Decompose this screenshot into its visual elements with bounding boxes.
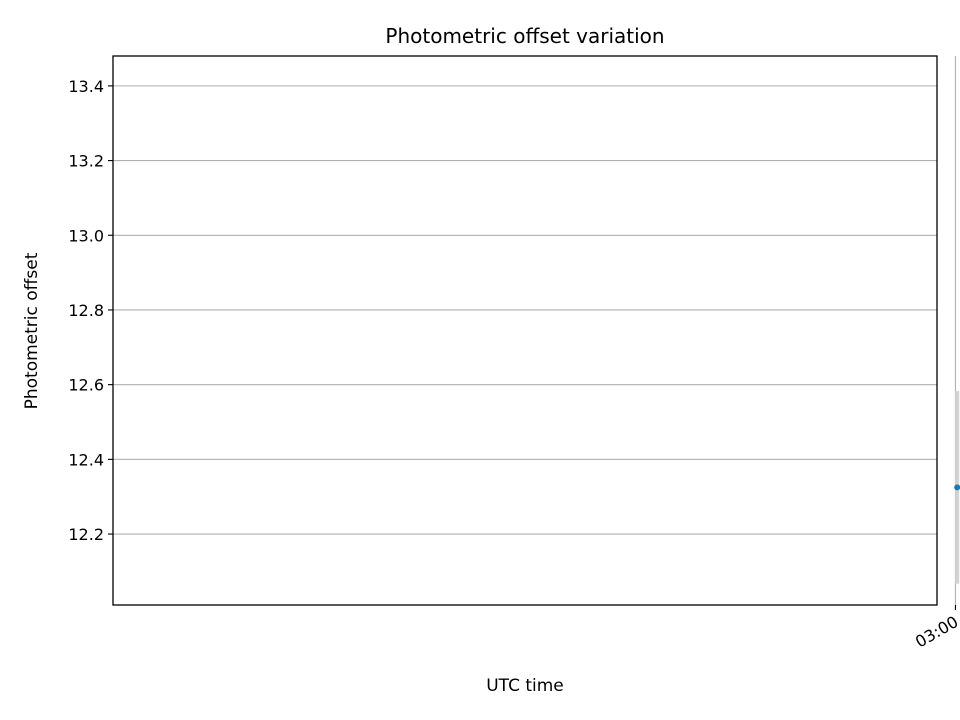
y-tick-label: 13.0 — [68, 226, 104, 245]
data-points — [954, 484, 960, 491]
y-tick-label: 12.4 — [68, 450, 104, 469]
chart-title: Photometric offset variation — [385, 24, 664, 48]
plot-area — [113, 56, 937, 605]
x-axis-label: UTC time — [486, 676, 564, 696]
y-axis-label: Photometric offset — [22, 252, 42, 409]
grid-lines — [113, 56, 956, 605]
x-axis-ticks: 19:0020:0021:0022:0023:0000:0001:0002:00… — [912, 605, 960, 652]
y-tick-label: 13.4 — [68, 77, 104, 96]
y-tick-label: 12.6 — [68, 376, 104, 395]
y-tick-label: 13.2 — [68, 152, 104, 171]
plot-frame — [112, 55, 938, 606]
y-tick-label: 12.2 — [68, 525, 104, 544]
y-tick-label: 12.8 — [68, 301, 104, 320]
x-tick-label: 03:00 — [912, 612, 960, 652]
data-point — [954, 484, 960, 491]
y-axis-ticks: 12.2 12.4 12.6 12.8 13.0 13.2 13.4 — [68, 77, 113, 544]
